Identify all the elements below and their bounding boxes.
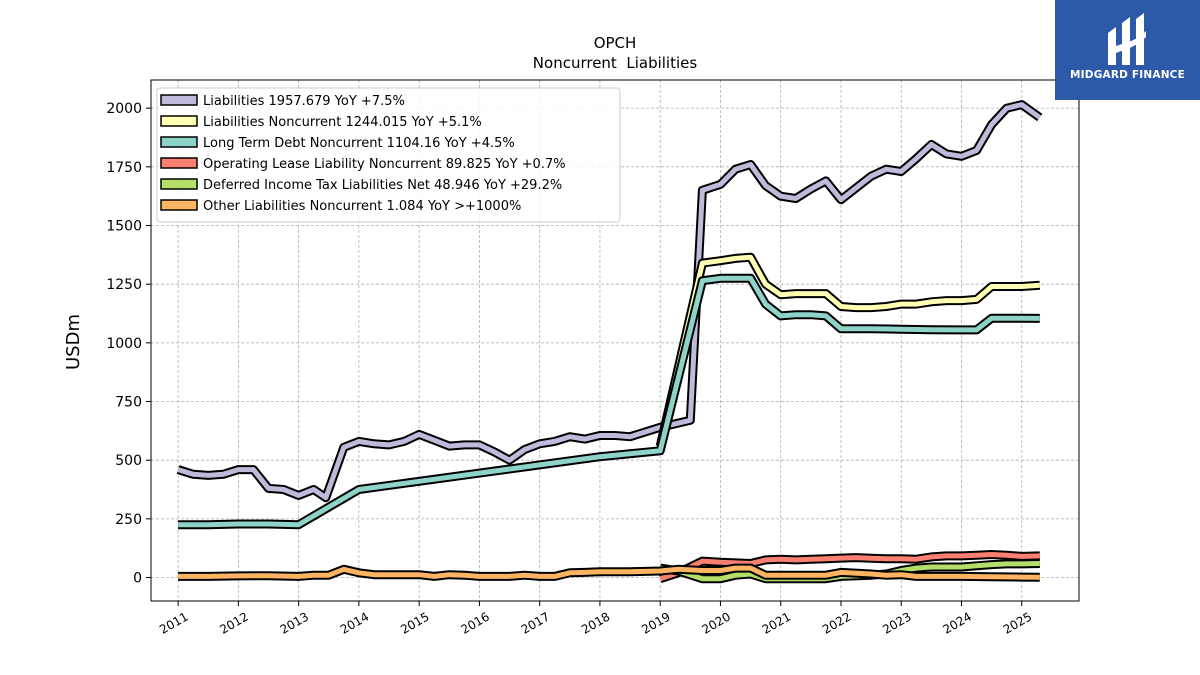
legend-label: Other Liabilities Noncurrent 1.084 YoY >… bbox=[203, 199, 521, 214]
x-tick-label: 2012 bbox=[217, 609, 250, 636]
plot-frame bbox=[150, 79, 1080, 602]
legend-swatch bbox=[160, 94, 198, 106]
x-tick-label: 2018 bbox=[579, 609, 612, 636]
x-tick-label: 2025 bbox=[1001, 609, 1034, 636]
chart-subtitle: Noncurrent Liabilities bbox=[533, 54, 698, 72]
logo-mark-icon bbox=[1108, 13, 1146, 65]
y-tick-label: 1000 bbox=[106, 336, 142, 352]
x-tick-label: 2015 bbox=[398, 609, 431, 636]
legend-label: Liabilities 1957.679 YoY +7.5% bbox=[203, 94, 405, 109]
legend-label: Liabilities Noncurrent 1244.015 YoY +5.1… bbox=[203, 115, 482, 130]
x-tick-label: 2024 bbox=[941, 609, 974, 636]
x-tick-label: 2020 bbox=[700, 609, 733, 636]
brand-logo: MIDGARD FINANCE bbox=[1055, 0, 1200, 100]
x-tick-label: 2023 bbox=[880, 609, 913, 636]
x-tick-label: 2019 bbox=[639, 609, 672, 636]
x-tick-label: 2021 bbox=[760, 609, 793, 636]
series-line-liabilities bbox=[177, 102, 1042, 501]
legend-label: Operating Lease Liability Noncurrent 89.… bbox=[203, 157, 566, 172]
y-tick-label: 250 bbox=[115, 512, 142, 528]
series-line-other-liabilities-noncurrent bbox=[178, 565, 1040, 580]
series-line-liabilities-noncurrent bbox=[657, 254, 1040, 447]
x-tick-label: 2011 bbox=[157, 609, 190, 636]
y-tick-label: 2000 bbox=[106, 101, 142, 117]
y-axis-label: USDm bbox=[63, 314, 84, 370]
y-tick-label: 1250 bbox=[106, 277, 142, 293]
x-tick-label: 2022 bbox=[820, 609, 853, 636]
series-line-operating-lease-liability-noncurrent bbox=[659, 552, 1040, 582]
x-tick-label: 2017 bbox=[519, 609, 552, 636]
y-tick-label: 500 bbox=[115, 453, 142, 469]
legend-swatch bbox=[160, 157, 198, 169]
chart-title: OPCH bbox=[594, 34, 637, 52]
legend-swatch bbox=[160, 199, 198, 211]
x-tick-label: 2013 bbox=[278, 609, 311, 636]
legend-label: Deferred Income Tax Liabilities Net 48.9… bbox=[203, 178, 562, 193]
legend-swatch bbox=[160, 178, 198, 190]
series-layer bbox=[176, 100, 1043, 584]
series-line-long-term-debt-noncurrent bbox=[178, 275, 1040, 528]
y-tick-label: 750 bbox=[115, 395, 142, 411]
legend-swatch bbox=[160, 115, 198, 127]
y-tick-label: 0 bbox=[133, 571, 142, 587]
x-tick-label: 2014 bbox=[338, 609, 371, 636]
x-tick-label: 2016 bbox=[458, 609, 491, 636]
legend: Liabilities 1957.679 YoY +7.5% Liabilitie… bbox=[156, 87, 621, 223]
y-tick-label: 1750 bbox=[106, 160, 142, 176]
legend-swatch bbox=[160, 136, 198, 148]
legend-box bbox=[156, 87, 621, 223]
legend-label: Long Term Debt Noncurrent 1104.16 YoY +4… bbox=[203, 136, 515, 151]
series-outline-liabilities-noncurrent bbox=[655, 252, 1041, 448]
y-tick-label: 1500 bbox=[106, 219, 142, 235]
brand-name: MIDGARD FINANCE bbox=[1070, 69, 1185, 81]
